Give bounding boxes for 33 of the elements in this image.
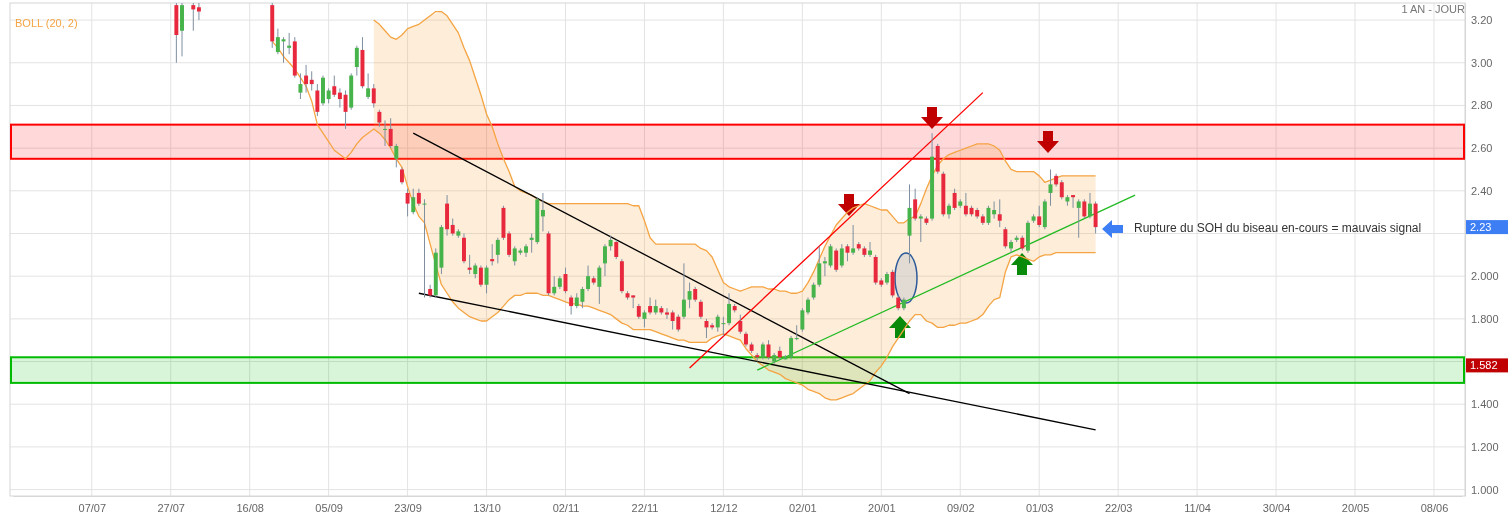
x-tick-label: 23/09 <box>394 501 422 514</box>
x-tick-label: 05/09 <box>315 501 343 514</box>
x-tick-label: 30/04 <box>1262 501 1291 514</box>
x-tick-label: 16/08 <box>236 501 264 514</box>
y-tick-label: 3.20 <box>1471 14 1493 27</box>
x-tick-label: 09/02 <box>947 501 975 514</box>
y-tick-label: 1.000 <box>1471 483 1499 496</box>
y-tick-label: 2.80 <box>1471 99 1493 112</box>
x-tick-label: 01/03 <box>1025 501 1054 514</box>
x-tick-label: 22/03 <box>1104 501 1133 514</box>
text: 1.582 <box>1470 359 1498 372</box>
chart-subtitle: 1 AN - JOUR <box>1401 3 1466 15</box>
x-tick-label: 11/04 <box>1184 501 1211 514</box>
x-tick-label: 20/05 <box>1341 501 1370 514</box>
text: 2.23 <box>1470 221 1492 234</box>
text: BOLL (20, 2) <box>15 17 78 29</box>
x-tick-label: 27/07 <box>157 501 185 514</box>
x-tick-label: 02/11 <box>552 501 580 514</box>
annotation: Rupture du SOH du biseau en-cours = mauvais signal <box>1134 221 1422 235</box>
y-tick-label: 1.800 <box>1471 312 1499 325</box>
y-tick-label: 2.60 <box>1471 142 1493 155</box>
x-tick-label: 08/06 <box>1420 501 1449 514</box>
x-tick-label: 20/01 <box>868 501 896 514</box>
x-tick-label: 22/11 <box>631 501 659 514</box>
x-tick-label: 12/12 <box>710 501 738 514</box>
y-tick-label: 2.000 <box>1471 270 1499 283</box>
y-tick-label: 1.400 <box>1471 398 1499 411</box>
x-tick-label: 13/10 <box>473 501 501 514</box>
y-tick-label: 3.00 <box>1471 56 1493 69</box>
x-tick-label: 02/01 <box>789 501 817 514</box>
x-tick-label: 07/07 <box>78 501 107 514</box>
y-tick-label: 1.200 <box>1471 440 1499 453</box>
y-tick-label: 2.40 <box>1471 184 1493 197</box>
